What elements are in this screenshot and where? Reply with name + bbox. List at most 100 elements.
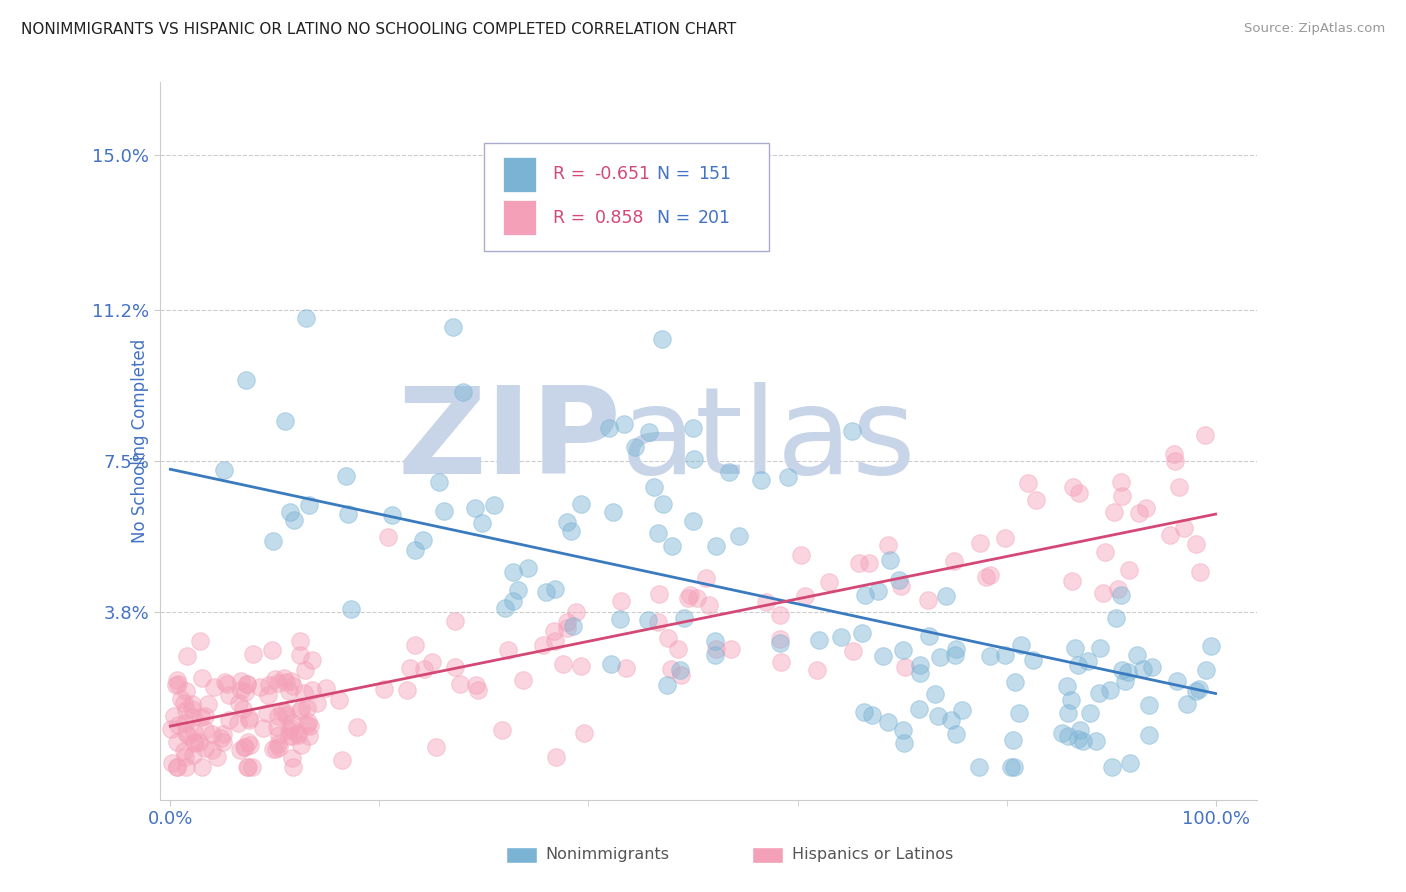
Point [491, 723, 513, 737]
Point [1078, 706, 1101, 720]
Point [1118, 563, 1140, 577]
Point [280, 673, 302, 688]
Point [256, 688, 278, 702]
Point [231, 674, 253, 689]
Point [647, 526, 669, 541]
Point [191, 760, 214, 774]
Point [1008, 706, 1031, 720]
Point [262, 643, 284, 657]
Point [1067, 732, 1090, 747]
Text: Hispanics or Latinos: Hispanics or Latinos [792, 847, 953, 862]
Point [976, 570, 998, 584]
Point [188, 633, 211, 648]
Point [1166, 673, 1188, 688]
Point [891, 642, 914, 657]
Point [425, 740, 447, 755]
Point [853, 705, 876, 719]
Point [718, 465, 741, 479]
Point [561, 619, 583, 633]
Point [240, 760, 263, 774]
Point [280, 721, 302, 735]
Point [165, 678, 187, 692]
Point [412, 533, 434, 547]
Point [290, 648, 312, 663]
Point [893, 659, 915, 673]
Point [176, 727, 198, 741]
Point [209, 731, 232, 746]
Point [935, 589, 957, 603]
Point [194, 741, 217, 756]
Point [188, 734, 211, 748]
Point [544, 634, 567, 648]
Point [173, 744, 195, 758]
Point [1001, 733, 1024, 747]
Point [1137, 698, 1160, 713]
Text: atlas: atlas [621, 382, 917, 500]
Point [281, 679, 304, 693]
Text: R =: R = [553, 166, 591, 184]
Point [169, 692, 191, 706]
Point [720, 641, 742, 656]
Point [969, 536, 991, 550]
Point [917, 593, 939, 607]
Point [1109, 475, 1132, 489]
Point [910, 666, 932, 681]
Point [218, 688, 240, 702]
Point [276, 675, 298, 690]
Point [853, 588, 876, 602]
Point [967, 760, 990, 774]
Point [848, 557, 870, 571]
Text: -0.651: -0.651 [595, 166, 651, 184]
Point [1114, 673, 1136, 688]
Point [433, 504, 456, 518]
Point [226, 716, 249, 731]
Point [281, 729, 304, 743]
Point [229, 742, 252, 756]
Point [287, 728, 309, 742]
Point [217, 677, 239, 691]
Point [238, 711, 260, 725]
Point [211, 735, 233, 749]
Point [346, 721, 368, 735]
Point [727, 529, 749, 543]
Point [1010, 638, 1032, 652]
Point [686, 591, 709, 605]
Point [257, 678, 280, 692]
Point [1189, 565, 1212, 579]
Point [273, 414, 295, 428]
Point [506, 583, 529, 598]
Point [236, 676, 259, 690]
Point [1185, 684, 1208, 698]
Point [1004, 675, 1026, 690]
Point [1185, 537, 1208, 551]
Point [1188, 682, 1211, 697]
Point [295, 701, 318, 715]
Point [176, 649, 198, 664]
Point [1024, 492, 1046, 507]
Point [555, 621, 578, 635]
Point [794, 590, 817, 604]
Point [444, 660, 467, 674]
Point [879, 553, 901, 567]
Text: R =: R = [553, 209, 591, 227]
Point [565, 606, 588, 620]
Point [276, 708, 298, 723]
Point [1022, 653, 1045, 667]
Point [544, 749, 567, 764]
Point [994, 648, 1017, 663]
Point [264, 742, 287, 756]
Point [643, 480, 665, 494]
Point [167, 677, 190, 691]
Point [889, 579, 911, 593]
Point [166, 760, 188, 774]
Point [666, 641, 689, 656]
Point [233, 739, 256, 754]
Point [939, 713, 962, 727]
Point [239, 738, 262, 752]
Point [174, 716, 197, 731]
Point [609, 611, 631, 625]
Point [267, 709, 290, 723]
Point [330, 753, 353, 767]
Point [160, 722, 183, 736]
Point [166, 673, 188, 687]
